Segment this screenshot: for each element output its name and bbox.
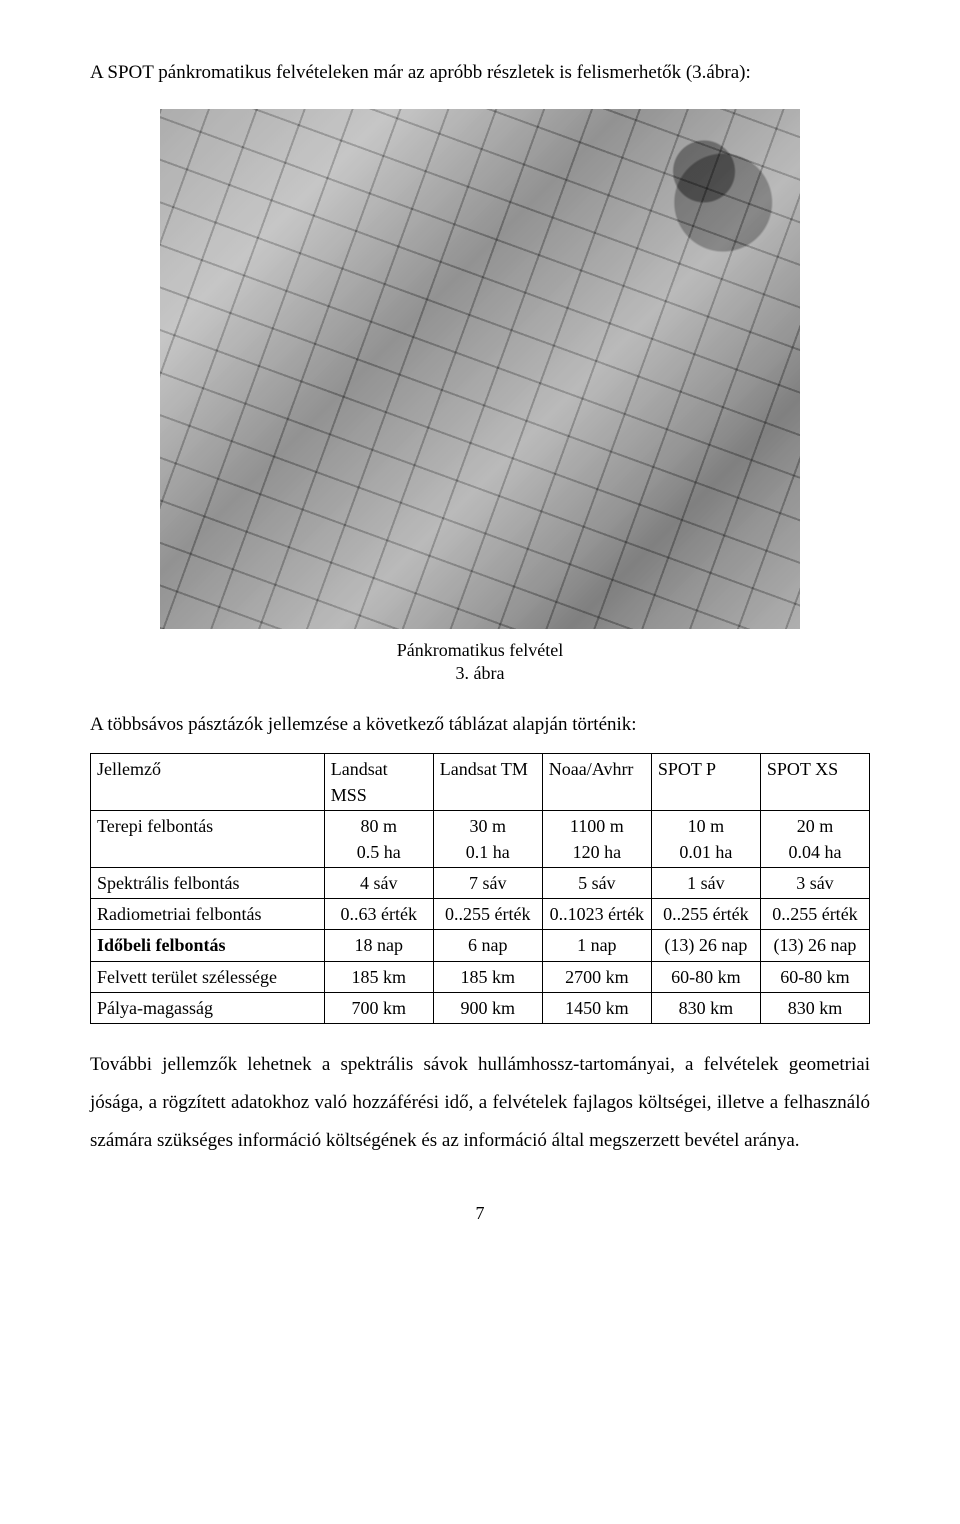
row-label: Időbeli felbontás [91, 930, 325, 961]
col-header-jellemzo: Jellemző [91, 753, 325, 810]
cell: 60-80 km [760, 961, 869, 992]
cell: (13) 26 nap [651, 930, 760, 961]
intro-text: A SPOT pánkromatikus felvételeken már az… [90, 59, 870, 87]
row-label: Spektrális felbontás [91, 868, 325, 899]
table-row: Felvett terület szélessége 185 km 185 km… [91, 961, 870, 992]
row-label: Felvett terület szélessége [91, 961, 325, 992]
cell: 0..255 érték [760, 899, 869, 930]
row-label: Radiometriai felbontás [91, 899, 325, 930]
cell: 18 nap [324, 930, 433, 961]
cell: 6 nap [433, 930, 542, 961]
cell: 1 nap [542, 930, 651, 961]
cell: 20 m0.04 ha [760, 811, 869, 868]
summary-paragraph: További jellemzők lehetnek a spektrális … [90, 1046, 870, 1160]
cell: 2700 km [542, 961, 651, 992]
satellite-figure [160, 109, 800, 629]
cell: 1 sáv [651, 868, 760, 899]
caption-line-2: 3. ábra [456, 663, 505, 683]
caption-line-1: Pánkromatikus felvétel [397, 640, 563, 660]
page: A SPOT pánkromatikus felvételeken már az… [0, 0, 960, 1286]
cell: 60-80 km [651, 961, 760, 992]
col-header-spot-xs: SPOT XS [760, 753, 869, 810]
cell: 830 km [651, 992, 760, 1023]
table-row: Pálya-magasság 700 km 900 km 1450 km 830… [91, 992, 870, 1023]
cell: 4 sáv [324, 868, 433, 899]
page-number: 7 [90, 1200, 870, 1226]
cell: (13) 26 nap [760, 930, 869, 961]
table-header-row: Jellemző Landsat MSS Landsat TM Noaa/Avh… [91, 753, 870, 810]
cell: 7 sáv [433, 868, 542, 899]
cell: 0..1023 érték [542, 899, 651, 930]
table-row: Terepi felbontás 80 m0.5 ha 30 m0.1 ha 1… [91, 811, 870, 868]
table-lead-text: A többsávos pásztázók jellemzése a követ… [90, 711, 870, 739]
row-label: Pálya-magasság [91, 992, 325, 1023]
table-row: Radiometriai felbontás 0..63 érték 0..25… [91, 899, 870, 930]
cell: 0..255 érték [651, 899, 760, 930]
col-header-spot-p: SPOT P [651, 753, 760, 810]
cell: 10 m0.01 ha [651, 811, 760, 868]
cell: 830 km [760, 992, 869, 1023]
cell: 185 km [433, 961, 542, 992]
cell: 0..63 érték [324, 899, 433, 930]
col-header-landsat-mss: Landsat MSS [324, 753, 433, 810]
cell: 900 km [433, 992, 542, 1023]
cell: 1100 m120 ha [542, 811, 651, 868]
cell: 5 sáv [542, 868, 651, 899]
cell: 30 m0.1 ha [433, 811, 542, 868]
cell: 1450 km [542, 992, 651, 1023]
sensor-comparison-table: Jellemző Landsat MSS Landsat TM Noaa/Avh… [90, 753, 870, 1024]
figure-caption: Pánkromatikus felvétel 3. ábra [90, 639, 870, 686]
cell: 80 m0.5 ha [324, 811, 433, 868]
table-row: Időbeli felbontás 18 nap 6 nap 1 nap (13… [91, 930, 870, 961]
cell: 3 sáv [760, 868, 869, 899]
table-row: Spektrális felbontás 4 sáv 7 sáv 5 sáv 1… [91, 868, 870, 899]
cell: 700 km [324, 992, 433, 1023]
row-label: Terepi felbontás [91, 811, 325, 868]
col-header-noaa: Noaa/Avhrr [542, 753, 651, 810]
cell: 185 km [324, 961, 433, 992]
col-header-landsat-tm: Landsat TM [433, 753, 542, 810]
cell: 0..255 érték [433, 899, 542, 930]
